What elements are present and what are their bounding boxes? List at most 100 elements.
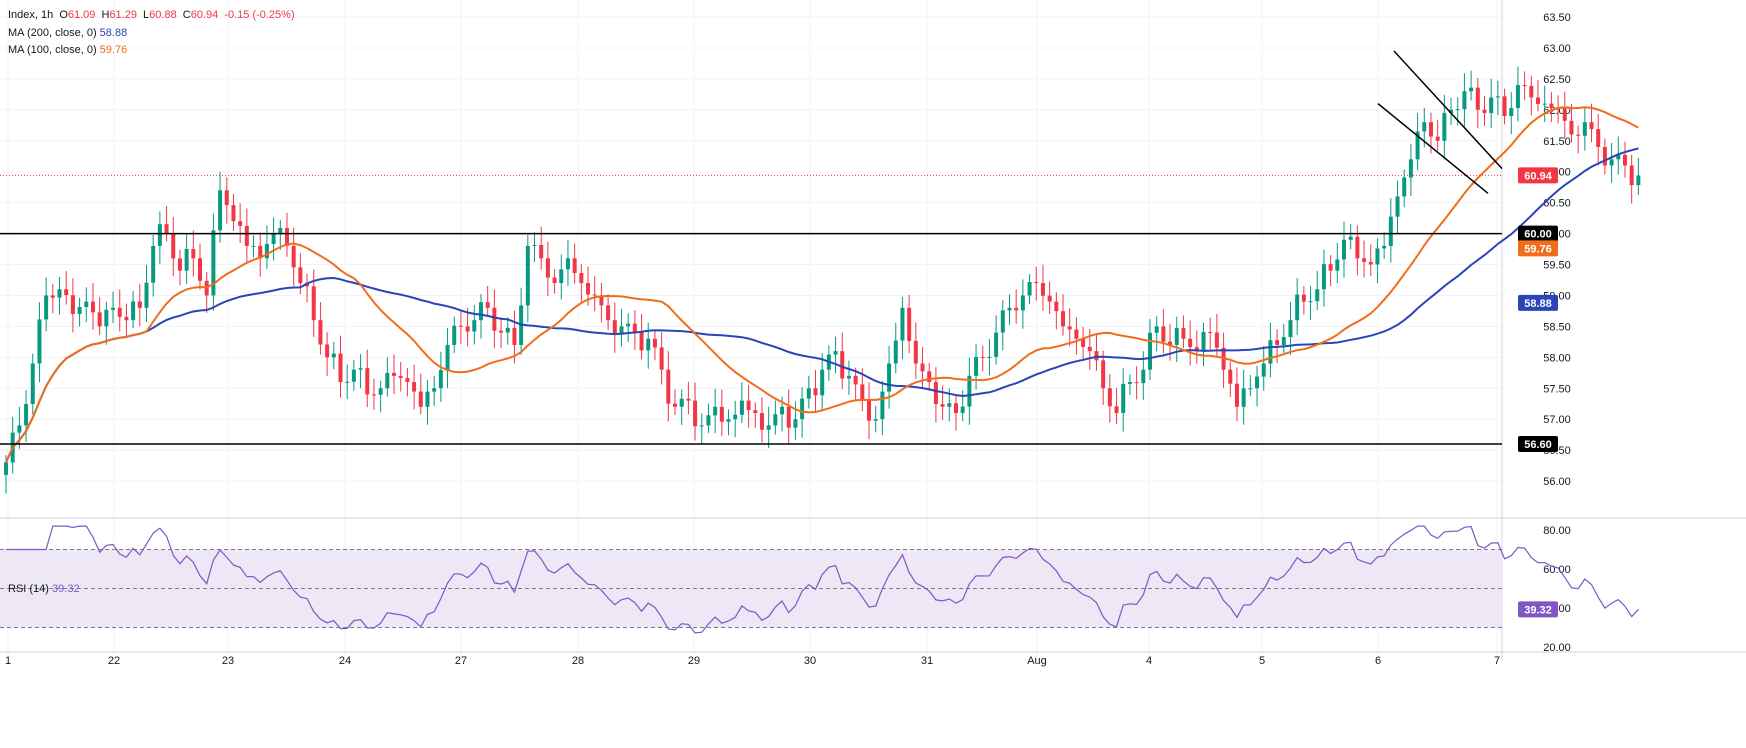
candle-body	[1489, 97, 1494, 114]
candle-body	[1234, 383, 1239, 407]
ma200-tag	[1518, 294, 1558, 311]
candle-body	[1228, 369, 1233, 384]
candle-body	[171, 233, 176, 259]
rsi-y-tick-label: 20.00	[1543, 642, 1571, 654]
y-tick-label: 58.50	[1543, 321, 1571, 333]
candle-body	[739, 400, 744, 415]
candle-body	[806, 388, 811, 399]
candle-body	[887, 363, 892, 392]
candle-body	[773, 414, 778, 426]
x-tick-label: 28	[572, 655, 584, 667]
candle-body	[1027, 282, 1032, 296]
candle-body	[499, 330, 504, 333]
candle-body	[1355, 236, 1360, 259]
candle-body	[151, 245, 156, 283]
candle-body	[1342, 239, 1346, 260]
candle-body	[1569, 120, 1574, 135]
candle-body	[1408, 159, 1413, 178]
candle-body	[331, 353, 336, 358]
candle-body	[726, 419, 731, 422]
candle-body	[1181, 328, 1186, 339]
candle-body	[920, 363, 925, 372]
candle-body	[539, 245, 544, 259]
level-tag	[1518, 435, 1558, 452]
candle-body	[960, 406, 965, 413]
candle-body	[1067, 326, 1072, 330]
candle-body	[104, 309, 109, 327]
candle-body	[1094, 351, 1099, 361]
candle-body	[238, 221, 243, 226]
candle-body	[1509, 107, 1514, 116]
candle-body	[766, 425, 771, 430]
close-value: 60.94	[190, 9, 219, 21]
candle-body	[30, 363, 35, 405]
candle-body	[371, 394, 376, 396]
candle-body	[1020, 295, 1025, 311]
candle-body	[907, 307, 912, 341]
candle-body	[699, 425, 704, 427]
candle-body	[746, 400, 751, 411]
close-label: C	[182, 9, 191, 21]
candle-body	[953, 403, 958, 413]
candle-body	[1101, 360, 1106, 389]
candle-body	[1475, 87, 1480, 110]
candle-body	[572, 258, 577, 273]
ma100-label: MA (100, close, 0)	[8, 44, 97, 56]
candle-body	[713, 406, 718, 416]
candle-body	[512, 327, 517, 345]
candle-body	[1395, 196, 1400, 217]
candle-body	[1081, 338, 1086, 347]
candle-body	[1542, 103, 1547, 105]
y-tick-label: 63.50	[1543, 12, 1571, 24]
candle-body	[305, 283, 310, 287]
ohlc-legend: Index, 1h O61.09 H61.29 L60.88 C60.94 -0…	[8, 9, 298, 21]
candle-body	[458, 325, 463, 327]
y-tick-label: 62.50	[1543, 74, 1571, 86]
x-tick-label: 23	[222, 655, 234, 667]
candle-body	[1442, 112, 1447, 141]
candle-body	[1469, 87, 1474, 92]
candle-body	[244, 225, 249, 246]
candle-body	[873, 419, 878, 421]
candle-body	[338, 353, 343, 383]
candle-body	[1522, 85, 1527, 87]
candle-body	[412, 382, 417, 392]
level-tag-label: 56.60	[1524, 439, 1552, 451]
y-tick-label: 63.00	[1543, 43, 1571, 55]
high-value: 61.29	[109, 9, 137, 21]
candle-body	[325, 344, 330, 358]
candle-body	[1428, 122, 1433, 137]
candle-body	[1629, 165, 1634, 186]
candle-body	[933, 382, 938, 405]
candle-body	[666, 369, 671, 404]
candle-body	[1549, 103, 1554, 108]
candle-body	[706, 415, 711, 426]
candle-body	[1348, 236, 1353, 240]
candle-body	[1168, 341, 1173, 345]
candle-body	[1141, 369, 1146, 384]
x-tick-label: 7	[1494, 655, 1500, 667]
candle-body	[1328, 264, 1333, 271]
candle-body	[385, 372, 390, 389]
candle-body	[438, 369, 443, 389]
candle-body	[224, 190, 229, 206]
x-tick-label: Aug	[1027, 655, 1047, 667]
candle-body	[913, 340, 918, 364]
candle-body	[1275, 340, 1280, 345]
candle-body	[1455, 109, 1460, 111]
rsi-legend: RSI (14) 39.32	[8, 583, 80, 595]
candle-body	[1261, 363, 1266, 377]
candle-body	[967, 375, 972, 407]
candle-body	[1388, 216, 1393, 246]
candle-body	[599, 295, 604, 306]
candle-body	[980, 356, 985, 358]
candle-body	[1127, 382, 1132, 384]
candle-body	[1121, 383, 1126, 413]
candle-body	[1000, 310, 1005, 333]
candle-body	[90, 301, 95, 313]
candle-body	[37, 319, 42, 364]
candle-body	[1034, 282, 1039, 284]
candle-body	[1435, 136, 1440, 141]
rsi-line	[6, 525, 1639, 634]
